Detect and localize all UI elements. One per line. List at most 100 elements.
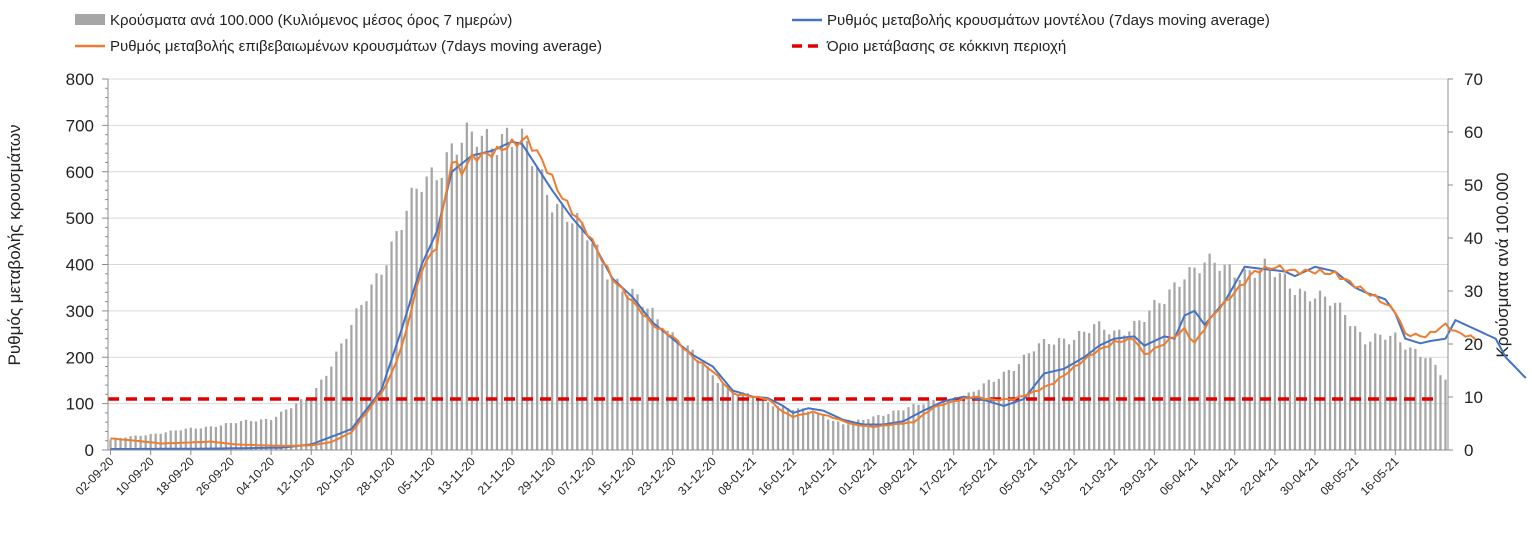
y-left-tick-label: 700 — [66, 116, 94, 135]
bar — [174, 430, 177, 450]
bar — [1298, 288, 1302, 450]
x-tick-label: 12-10-20 — [274, 454, 318, 498]
bar — [249, 421, 253, 450]
bar — [922, 404, 925, 450]
bar — [621, 291, 624, 450]
bar — [796, 408, 800, 450]
bar — [1002, 371, 1005, 450]
bar — [1213, 262, 1216, 450]
bar — [1062, 338, 1066, 450]
line-series — [110, 135, 1527, 451]
bar — [1093, 324, 1096, 450]
bar — [606, 279, 609, 450]
x-tick-label: 20-10-20 — [314, 454, 358, 498]
bar — [701, 364, 704, 450]
bar — [1158, 303, 1161, 450]
bar — [1037, 343, 1041, 450]
bar — [1273, 277, 1276, 450]
bar — [169, 430, 172, 450]
y-right-tick-label: 50 — [1464, 176, 1483, 195]
bar — [1444, 379, 1447, 450]
bar — [1072, 339, 1076, 450]
bar — [867, 419, 870, 450]
bar — [681, 347, 684, 450]
bar — [711, 375, 714, 450]
bar — [751, 398, 755, 450]
bar — [435, 180, 438, 451]
bar — [1384, 339, 1387, 450]
bar — [1399, 342, 1402, 450]
bar — [274, 416, 278, 450]
x-tick-label: 25-02-21 — [956, 454, 1000, 498]
x-tick-label: 01-02-21 — [836, 454, 880, 498]
y-left-tick-label: 100 — [66, 395, 94, 414]
bar — [189, 427, 192, 450]
bar — [546, 194, 549, 450]
bar — [601, 263, 604, 450]
bar — [631, 288, 634, 450]
bar — [571, 223, 574, 450]
bar — [300, 399, 303, 450]
bar — [209, 426, 213, 450]
bar — [897, 410, 900, 450]
x-tick-label: 16-01-21 — [755, 454, 799, 498]
bar — [721, 383, 724, 450]
bar — [1419, 356, 1422, 450]
bar — [857, 419, 860, 450]
bar — [1098, 321, 1101, 450]
bar — [817, 412, 820, 450]
legend-swatch-bars — [75, 14, 105, 25]
bar — [1083, 331, 1086, 450]
bar — [666, 330, 669, 450]
y-axis-right-title: Κρούσματα ανά 100.000 — [1493, 172, 1512, 357]
bar — [641, 306, 644, 450]
x-tick-label: 07-12-20 — [555, 454, 599, 498]
bar — [1027, 353, 1031, 450]
bar — [847, 424, 850, 450]
bar — [1067, 344, 1071, 450]
bar — [345, 338, 348, 450]
x-tick-label: 13-03-21 — [1036, 454, 1080, 498]
y-left-tick-label: 300 — [66, 302, 94, 321]
bar — [576, 213, 579, 450]
bar — [1338, 302, 1342, 450]
x-tick-label: 21-03-21 — [1077, 454, 1121, 498]
bar — [1288, 288, 1292, 450]
bar — [465, 122, 468, 451]
bar — [832, 420, 835, 450]
bar — [540, 169, 544, 451]
gridlines — [108, 78, 1448, 405]
bar — [1424, 358, 1427, 450]
bar — [1128, 331, 1131, 450]
bar — [269, 420, 273, 450]
x-tick-label: 02-09-20 — [73, 454, 117, 498]
bar — [827, 419, 830, 450]
bar — [1389, 335, 1392, 450]
bar — [1188, 267, 1191, 450]
bar — [872, 416, 875, 450]
bar — [561, 204, 564, 450]
bar — [967, 392, 970, 450]
bar — [440, 177, 443, 450]
bar — [219, 425, 223, 450]
bar — [1439, 375, 1442, 450]
bar — [139, 435, 142, 450]
bar — [395, 231, 398, 450]
y-left-tick-label: 0 — [85, 441, 94, 460]
bar — [510, 147, 514, 450]
bar — [862, 419, 865, 450]
bar — [907, 407, 910, 450]
bar — [380, 274, 383, 450]
bar — [771, 406, 775, 450]
bar — [902, 410, 905, 450]
bar — [1088, 333, 1091, 450]
x-tick-label: 23-12-20 — [635, 454, 679, 498]
bar — [1123, 335, 1126, 450]
bar — [375, 273, 378, 450]
bar — [706, 366, 709, 450]
bar — [290, 408, 293, 450]
bar — [490, 148, 494, 450]
bar — [410, 187, 413, 450]
